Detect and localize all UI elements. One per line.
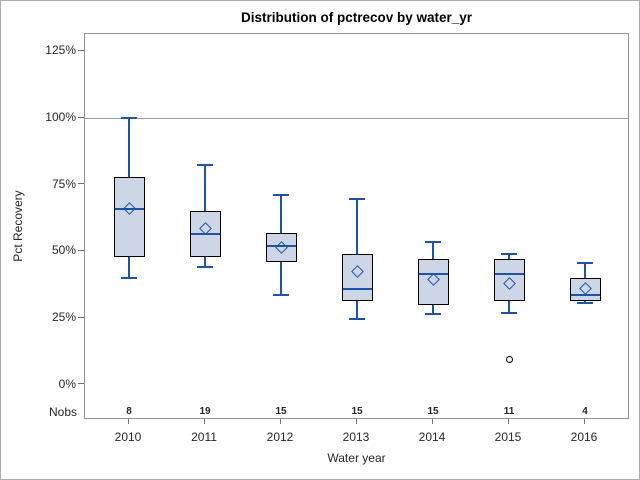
y-axis-title: Pct Recovery [11, 190, 25, 262]
box-2010 [113, 176, 145, 257]
whisker-lower-2014 [432, 304, 434, 315]
median-2010 [114, 207, 144, 210]
y-tick-label-50: 50% [51, 243, 76, 258]
x-tick-2011 [203, 419, 205, 424]
whisker-cap-top-2012 [273, 194, 289, 197]
x-tick-label-2011: 2011 [191, 430, 217, 444]
y-tick-125 [78, 49, 84, 51]
y-tick-25 [78, 316, 84, 318]
whisker-cap-top-2013 [349, 198, 365, 201]
y-tick-label-75: 75% [51, 176, 76, 191]
plot-area: 8 19 15 15 15 11 4 [84, 33, 629, 419]
whisker-lower-2012 [280, 262, 282, 296]
box-2013 [341, 254, 373, 301]
nobs-value-2012: 15 [275, 406, 287, 417]
whisker-upper-2016 [584, 263, 586, 279]
chart-title: Distribution of pctrecov by water_yr [240, 10, 473, 25]
outlier-2015-0 [505, 355, 513, 363]
nobs-value-2015: 11 [503, 406, 515, 417]
nobs-value-2016: 4 [582, 406, 588, 417]
y-tick-100 [78, 116, 84, 118]
median-2015 [494, 273, 524, 276]
box-2015 [493, 259, 525, 301]
whisker-cap-bottom-2011 [197, 266, 213, 269]
nobs-value-2010: 8 [126, 406, 132, 417]
whisker-lower-2013 [356, 300, 358, 320]
y-tick-label-100: 100% [45, 110, 76, 125]
ref-line-100pct [85, 117, 628, 120]
x-tick-label-2010: 2010 [114, 430, 142, 444]
whisker-cap-top-2010 [121, 117, 137, 120]
median-2016 [570, 294, 600, 297]
x-tick-2013 [355, 419, 357, 424]
median-2011 [190, 233, 220, 236]
y-tick-label-125: 125% [45, 43, 76, 58]
whisker-cap-bottom-2014 [425, 313, 441, 316]
whisker-upper-2015 [508, 254, 510, 260]
whisker-cap-bottom-2010 [121, 277, 137, 280]
median-2012 [266, 245, 296, 248]
x-tick-label-2013: 2013 [342, 430, 370, 444]
x-tick-2010 [127, 419, 129, 424]
x-tick-label-2012: 2012 [266, 430, 294, 444]
whisker-cap-bottom-2016 [577, 302, 593, 305]
whisker-lower-2016 [584, 300, 586, 304]
y-tick-label-0: 0% [58, 376, 76, 391]
whisker-upper-2010 [128, 118, 130, 177]
whisker-cap-bottom-2012 [273, 294, 289, 297]
whisker-upper-2011 [204, 164, 206, 212]
x-tick-label-2014: 2014 [418, 430, 446, 444]
whisker-lower-2011 [204, 256, 206, 268]
whisker-upper-2013 [356, 199, 358, 255]
y-tick-0 [78, 383, 84, 385]
whisker-lower-2015 [508, 300, 510, 313]
nobs-value-2014: 15 [427, 406, 439, 417]
x-tick-2015 [507, 419, 509, 424]
box-2014 [417, 259, 449, 305]
whisker-lower-2010 [128, 256, 130, 279]
whisker-cap-top-2011 [197, 163, 213, 166]
y-tick-75 [78, 183, 84, 185]
x-tick-label-2016: 2016 [570, 430, 598, 444]
whisker-cap-top-2016 [577, 262, 593, 265]
nobs-row-label: Nobs [48, 405, 77, 419]
y-tick-50 [78, 249, 84, 251]
whisker-upper-2012 [280, 195, 282, 233]
nobs-value-2013: 15 [351, 406, 363, 417]
x-tick-2016 [583, 419, 585, 424]
median-2013 [342, 287, 372, 290]
y-tick-label-25: 25% [51, 310, 76, 325]
x-tick-2014 [431, 419, 433, 424]
median-2014 [418, 273, 448, 276]
nobs-value-2011: 19 [199, 406, 211, 417]
whisker-cap-top-2014 [425, 241, 441, 244]
x-tick-2012 [279, 419, 281, 424]
whisker-upper-2014 [432, 242, 434, 260]
x-axis-title: Water year [327, 451, 386, 465]
box-2012 [265, 232, 297, 263]
whisker-cap-top-2015 [501, 253, 517, 256]
x-tick-label-2015: 2015 [494, 430, 522, 444]
whisker-cap-bottom-2013 [349, 318, 365, 321]
whisker-cap-bottom-2015 [501, 311, 517, 314]
